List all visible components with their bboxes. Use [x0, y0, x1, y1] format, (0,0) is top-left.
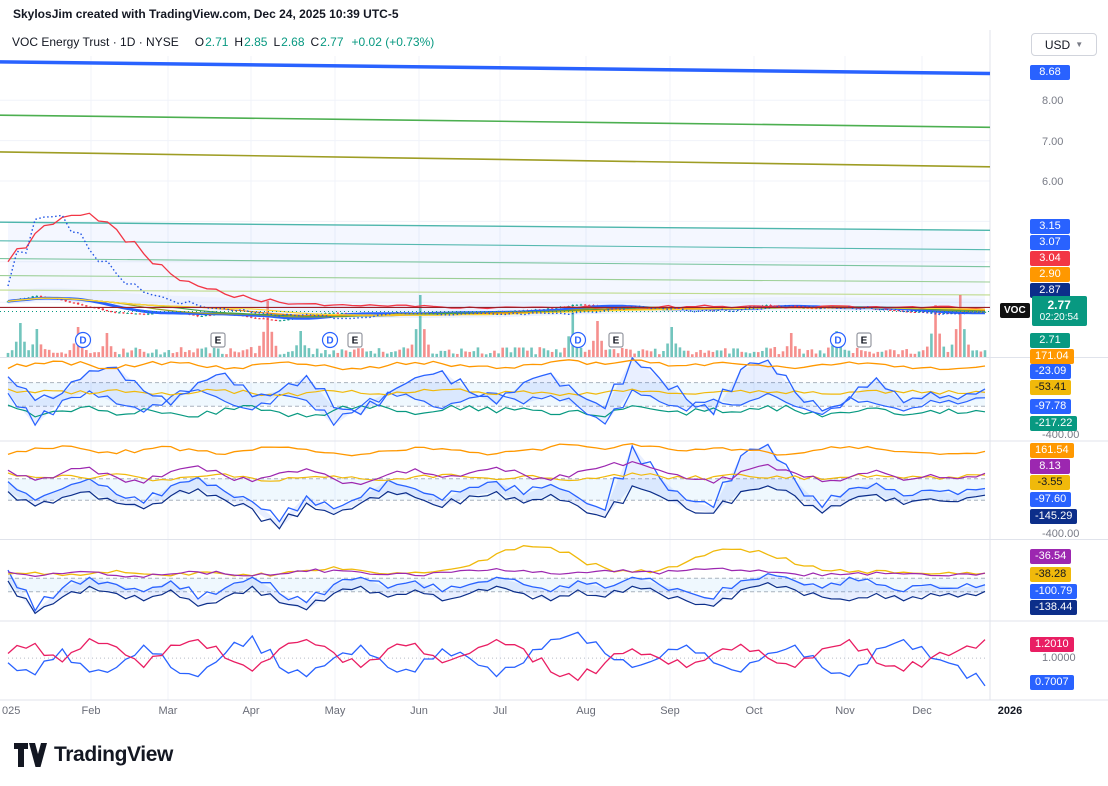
chevron-down-icon: ▼	[1075, 40, 1084, 49]
price-badge: 1.2010	[1030, 637, 1074, 652]
dividend-marker-icon	[321, 331, 339, 349]
brand-wordmark[interactable]: TradingView	[54, 743, 173, 766]
attribution-text: SkylosJim created with TradingView.com, …	[13, 7, 399, 21]
time-axis-label: 2026	[998, 705, 1022, 717]
currency-label: USD	[1044, 37, 1071, 52]
time-axis-label: Aug	[576, 705, 596, 717]
earnings-marker-icon	[210, 332, 226, 348]
time-axis-label: 025	[2, 705, 20, 717]
svg-text:D: D	[834, 336, 841, 347]
price-badge: 3.07	[1030, 235, 1070, 250]
price-badge: -97.78	[1030, 399, 1072, 414]
axis-scale-label: 6.00	[1042, 176, 1063, 188]
earnings-marker-icon	[856, 332, 872, 348]
symbol-legend[interactable]: VOC Energy Trust · 1D · NYSE O 2.71 H 2.…	[12, 35, 434, 49]
time-axis-label: Oct	[745, 705, 762, 717]
currency-selector[interactable]: USD ▼	[1031, 33, 1097, 56]
svg-text:D: D	[326, 336, 333, 347]
symbol-ticker-chip: VOC	[1000, 303, 1030, 318]
time-axis-label: Mar	[159, 705, 178, 717]
price-badge: -138.44	[1030, 600, 1078, 615]
price-overlays	[0, 212, 990, 320]
time-axis-label: Sep	[660, 705, 680, 717]
axis-scale-label: -400.00	[1042, 429, 1079, 441]
axis-scale-label: 8.00	[1042, 95, 1063, 107]
oscillator-pane-2	[7, 443, 986, 530]
last-price: 2.77	[1047, 298, 1071, 312]
price-badge: -100.79	[1030, 584, 1078, 599]
band-cloud	[8, 222, 985, 318]
svg-text:E: E	[861, 336, 868, 347]
price-badge: -38.28	[1030, 567, 1072, 582]
price-badge: 161.54	[1030, 443, 1074, 458]
open-label: O	[194, 35, 205, 49]
grid-lines	[0, 56, 990, 700]
time-axis-label: Feb	[82, 705, 101, 717]
open-value: 2.71	[205, 35, 229, 49]
earnings-marker-icon	[347, 332, 363, 348]
time-axis-label: Jun	[410, 705, 428, 717]
price-badge: -97.60	[1030, 492, 1072, 507]
price-badge: 8.68	[1030, 65, 1070, 80]
price-badge: 8.13	[1030, 459, 1070, 474]
symbol-title[interactable]: VOC Energy Trust · 1D · NYSE	[12, 35, 179, 49]
dividend-marker-icon	[74, 331, 92, 349]
price-badge: 0.7007	[1030, 675, 1074, 690]
price-badge: 2.90	[1030, 267, 1070, 282]
low-label: L	[273, 35, 281, 49]
axis-scale-label: 7.00	[1042, 136, 1063, 148]
change-value: +0.02 (+0.73%)	[351, 35, 435, 49]
price-badge: -217.22	[1030, 416, 1078, 431]
footer-bar: TradingView	[0, 724, 1108, 786]
dividend-marker-icon	[569, 331, 587, 349]
tradingview-logo[interactable]	[13, 742, 47, 768]
svg-text:D: D	[79, 336, 86, 347]
oscillator-pane-1	[7, 356, 986, 427]
price-badge: 3.15	[1030, 219, 1070, 234]
earnings-marker-icon	[608, 332, 624, 348]
svg-text:E: E	[215, 336, 222, 347]
price-badge: 3.04	[1030, 251, 1070, 266]
price-badge: -3.55	[1030, 475, 1070, 490]
price-badge: -53.41	[1030, 380, 1072, 395]
upper-band-lines	[0, 60, 991, 296]
high-label: H	[234, 35, 244, 49]
close-value: 2.77	[320, 35, 344, 49]
price-badge: 171.04	[1030, 349, 1074, 364]
price-badge: -145.29	[1030, 509, 1078, 524]
price-badge: 2.87	[1030, 283, 1070, 298]
time-axis-label: Nov	[835, 705, 855, 717]
price-axis-labels: 8.00 7.00 6.00 -400.00 -400.00 1.0000	[1042, 95, 1079, 664]
oscillator-pane-3	[7, 545, 986, 615]
low-value: 2.68	[281, 35, 305, 49]
price-badge: -23.09	[1030, 364, 1072, 379]
svg-text:E: E	[352, 336, 359, 347]
attribution-bar: SkylosJim created with TradingView.com, …	[0, 0, 1108, 28]
close-label: C	[310, 35, 320, 49]
pane-separators	[0, 30, 1108, 701]
high-value: 2.85	[244, 35, 268, 49]
time-axis-label: Jul	[493, 705, 507, 717]
last-price-badge: 2.77 02:20:54	[1031, 296, 1087, 326]
time-axis-label: Dec	[912, 705, 932, 717]
time-axis-label: Apr	[242, 705, 259, 717]
dividend-marker-icon	[829, 331, 847, 349]
current-price-label: VOC 2.77 02:20:54	[1000, 296, 1087, 326]
time-axis-label: May	[325, 705, 346, 717]
svg-text:D: D	[574, 336, 581, 347]
ratio-pane	[7, 631, 986, 687]
price-badge: -36.54	[1030, 549, 1072, 564]
bar-countdown: 02:20:54	[1039, 312, 1079, 323]
price-badge: 2.71	[1030, 333, 1070, 348]
axis-scale-label: 1.0000	[1042, 652, 1076, 664]
time-axis: 025 Feb Mar Apr May Jun Jul Aug Sep Oct Nov Dec 2026	[2, 705, 1022, 717]
svg-text:E: E	[613, 336, 620, 347]
axis-scale-label: -400.00	[1042, 528, 1079, 540]
